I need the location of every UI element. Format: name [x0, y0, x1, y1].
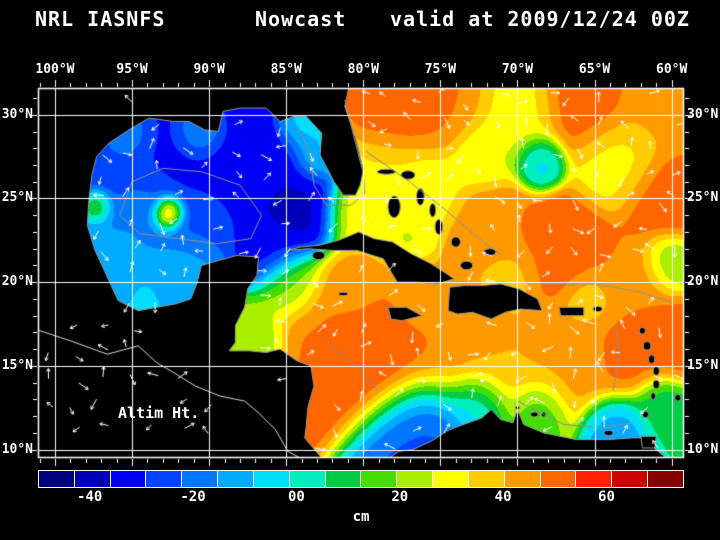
lon-tick-label: 90°W — [193, 62, 225, 77]
colorbar-cell — [433, 471, 469, 487]
lon-tick-label: 60°W — [656, 62, 688, 77]
colorbar-cell — [361, 471, 398, 487]
lon-tick-label: 70°W — [501, 62, 534, 77]
title-product: Nowcast — [255, 7, 347, 31]
colorbar-cell — [576, 471, 613, 487]
field-name-label: Altim Ht. — [118, 404, 200, 422]
lon-tick-label: 100°W — [35, 62, 75, 77]
colorbar-cell — [540, 471, 577, 487]
colorbar-cell — [146, 471, 183, 487]
colorbar-tick-label: 20 — [391, 489, 409, 505]
colorbar-cell — [289, 471, 326, 487]
colorbar-tick-label: -20 — [180, 489, 206, 505]
lat-tick-label-left: 20°N — [1, 274, 33, 290]
colorbar-cell — [468, 471, 505, 487]
colorbar-tick-label: 60 — [598, 489, 615, 505]
lon-tick-label: 75°W — [424, 62, 457, 77]
colorbar-tick-label: -40 — [77, 489, 103, 505]
colorbar-cell — [74, 471, 111, 487]
colorbar-cell — [325, 471, 362, 487]
lat-tick-label-right: 30°N — [687, 106, 719, 122]
lat-tick-label-left: 10°N — [1, 441, 33, 457]
colorbar-cell — [612, 471, 649, 487]
lon-tick-label: 80°W — [347, 62, 379, 77]
lon-tick-label: 65°W — [578, 62, 611, 77]
colorbar-cell — [182, 471, 219, 487]
lat-tick-label-right: 10°N — [687, 441, 719, 457]
colorbar-cell — [397, 471, 434, 487]
colorbar-unit-label: cm — [352, 509, 370, 525]
lat-tick-label-left: 15°N — [1, 357, 33, 373]
colorbar-cell — [110, 471, 147, 487]
lat-tick-label-left: 25°N — [1, 190, 33, 206]
colorbar-tick-label: 40 — [494, 489, 512, 505]
colorbar-cell — [504, 471, 541, 487]
lon-tick-label: 95°W — [116, 62, 148, 77]
colorbar — [38, 470, 684, 488]
colorbar-cell — [253, 471, 290, 487]
lat-tick-label-right: 25°N — [687, 190, 719, 206]
lat-tick-label-right: 20°N — [687, 274, 719, 290]
title-model-name: NRL IASNFS — [35, 7, 166, 31]
lat-tick-label-right: 15°N — [687, 357, 719, 373]
colorbar-cell — [218, 471, 254, 487]
colorbar-cell — [648, 471, 683, 487]
lat-tick-label-left: 30°N — [1, 106, 33, 122]
title-valid-time: valid at 2009/12/24 00Z — [390, 7, 690, 31]
lon-tick-label: 85°W — [270, 62, 302, 77]
colorbar-tick-label: 00 — [287, 489, 305, 505]
colorbar-cell — [39, 471, 75, 487]
